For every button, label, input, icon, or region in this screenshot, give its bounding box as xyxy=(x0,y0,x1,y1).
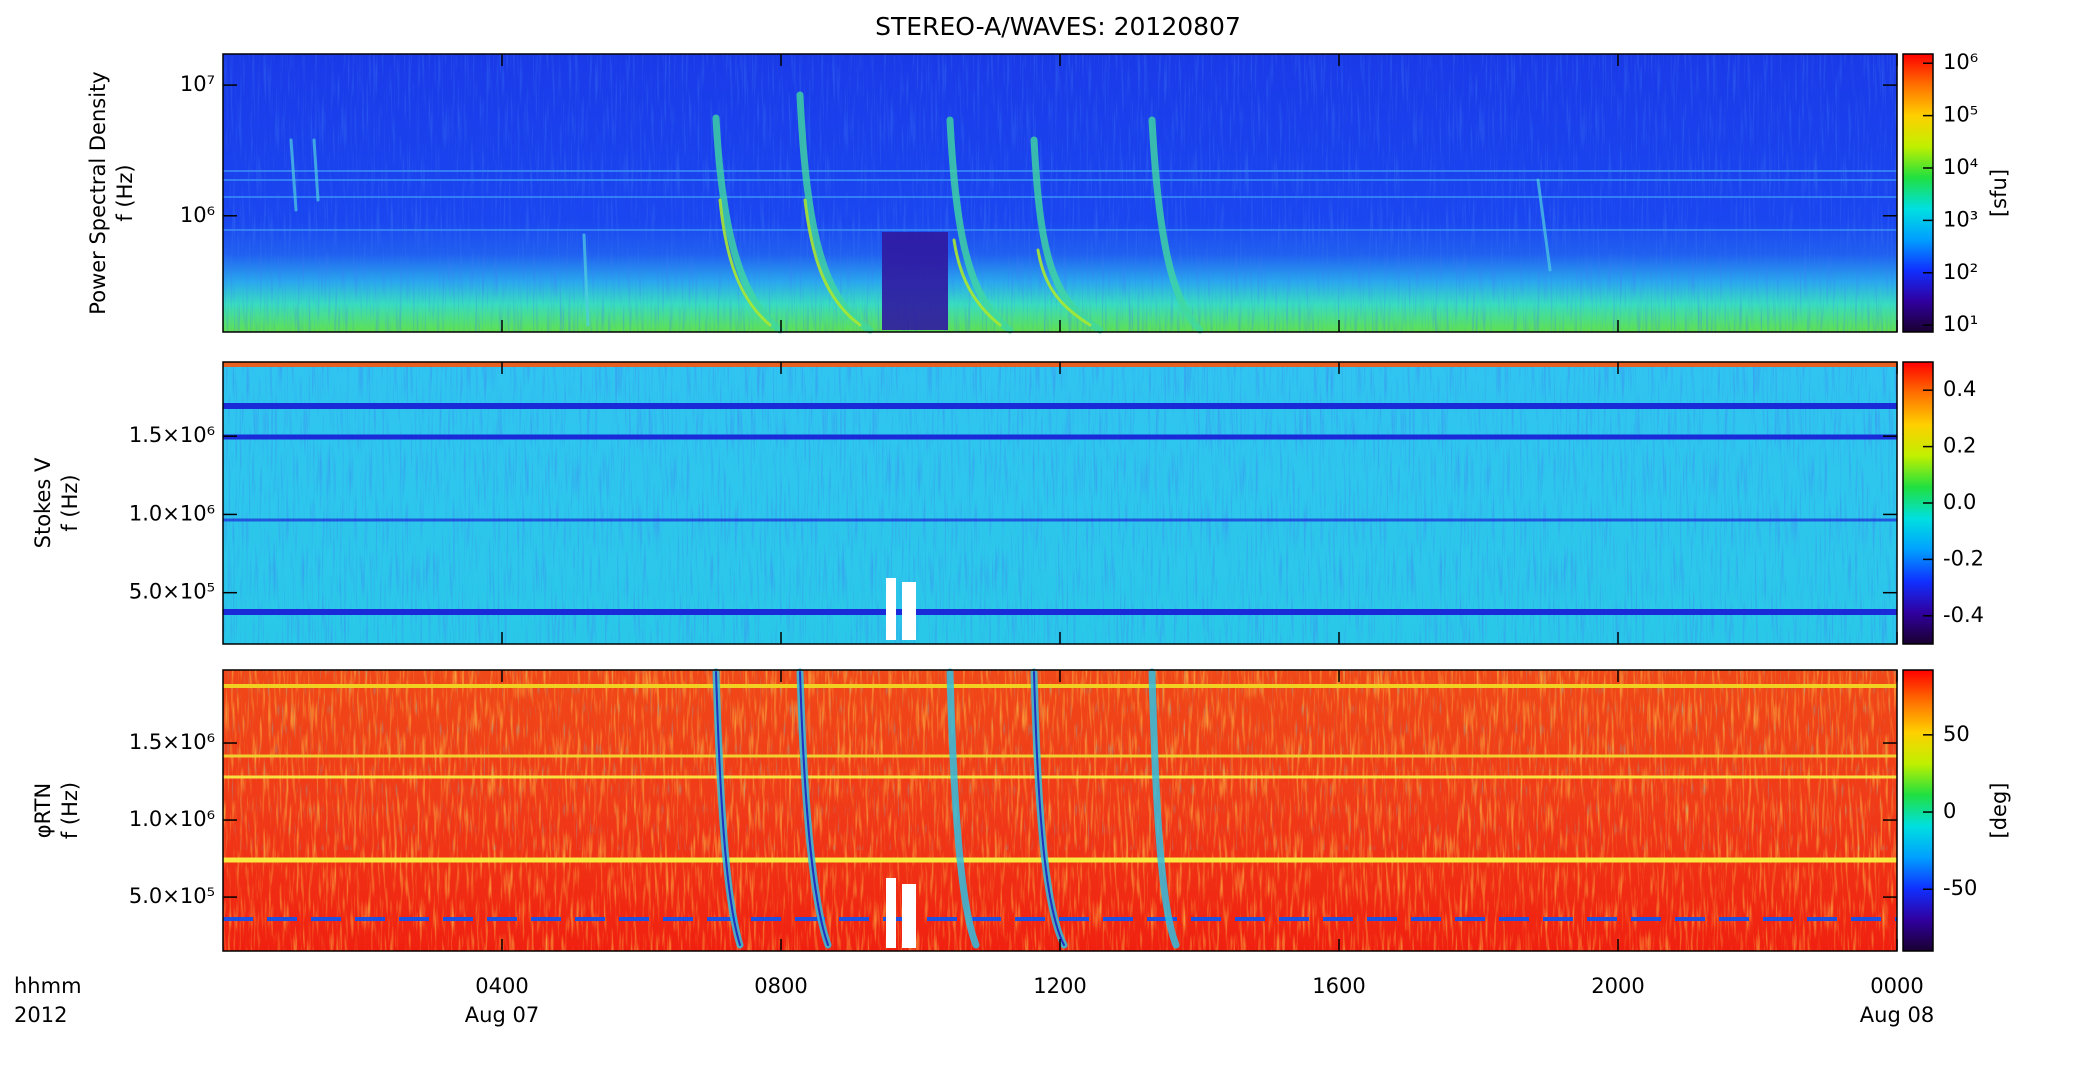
spectrogram-images xyxy=(223,54,1897,951)
figure-title: STEREO-A/WAVES: 20120807 xyxy=(875,12,1241,41)
y-tick-label: 1.5×10⁶ xyxy=(129,730,215,754)
colorbar xyxy=(1902,53,1934,333)
x-date-label: Aug 07 xyxy=(465,1003,539,1027)
colorbar-tick-label: -0.4 xyxy=(1943,603,1984,627)
phi-gap xyxy=(886,878,896,948)
y-axis-label: f (Hz) xyxy=(113,164,137,221)
x-tick-label: 1600 xyxy=(1312,974,1365,998)
y-tick-label: 1.0×10⁶ xyxy=(129,501,215,525)
x-tick-label: 2000 xyxy=(1591,974,1644,998)
phi-texture-blue xyxy=(223,670,1897,850)
y-tick-label: 1.0×10⁶ xyxy=(129,807,215,831)
colorbar-tick-label: 0.2 xyxy=(1943,434,1976,458)
x-unit-label: 2012 xyxy=(14,1003,67,1027)
colorbar-tick-label: -50 xyxy=(1943,876,1977,900)
x-unit-label: hhmm xyxy=(14,974,82,998)
y-axis-label: f (Hz) xyxy=(58,782,82,839)
x-tick-label: 0400 xyxy=(475,974,528,998)
colorbar-tick-label: 10⁵ xyxy=(1943,103,1978,127)
y-axis-label: Power Spectral Density xyxy=(86,71,110,314)
y-axis-label: φRTN xyxy=(31,783,55,838)
colorbar-tick-label: 10³ xyxy=(1943,207,1978,231)
y-tick-label: 5.0×10⁵ xyxy=(129,580,215,604)
phi-bursts xyxy=(712,668,1180,949)
x-tick-label: 1200 xyxy=(1033,974,1086,998)
stokes-bands xyxy=(223,403,1897,615)
psd-gap xyxy=(882,232,948,330)
x-tick-label: 0800 xyxy=(754,974,807,998)
psd-bursts xyxy=(289,91,1552,334)
colorbar-tick-label: 0.4 xyxy=(1943,377,1976,401)
x-date-label: Aug 08 xyxy=(1860,1003,1934,1027)
colorbar-tick-label: -0.2 xyxy=(1943,546,1984,570)
colorbar-tick-label: 50 xyxy=(1943,722,1970,746)
stokes-gap xyxy=(886,578,896,640)
colorbar-tick-label: 0.0 xyxy=(1943,490,1976,514)
colorbar-tick-label: 10² xyxy=(1943,260,1978,284)
x-tick-label: 0000 xyxy=(1870,974,1923,998)
y-tick-label: 10⁶ xyxy=(180,203,215,227)
phi-bands xyxy=(223,684,1897,921)
colorbar-tick-label: 10⁴ xyxy=(1943,155,1978,179)
colorbar-label: [sfu] xyxy=(1987,169,2011,217)
colorbar-tick-label: 10⁶ xyxy=(1943,50,1978,74)
colorbar-label: [deg] xyxy=(1987,783,2011,839)
y-tick-label: 10⁷ xyxy=(180,72,215,96)
psd-bands xyxy=(223,170,1897,231)
y-tick-label: 5.0×10⁵ xyxy=(129,884,215,908)
colorbar xyxy=(1902,669,1934,952)
colorbar-tick-label: 10¹ xyxy=(1943,312,1978,336)
y-tick-label: 1.5×10⁶ xyxy=(129,423,215,447)
y-axis-label: Stokes V xyxy=(31,457,55,548)
stokes-gap xyxy=(902,582,916,640)
phi-gap xyxy=(902,884,916,948)
y-axis-label: f (Hz) xyxy=(58,474,82,531)
colorbar-tick-label: 0 xyxy=(1943,799,1956,823)
